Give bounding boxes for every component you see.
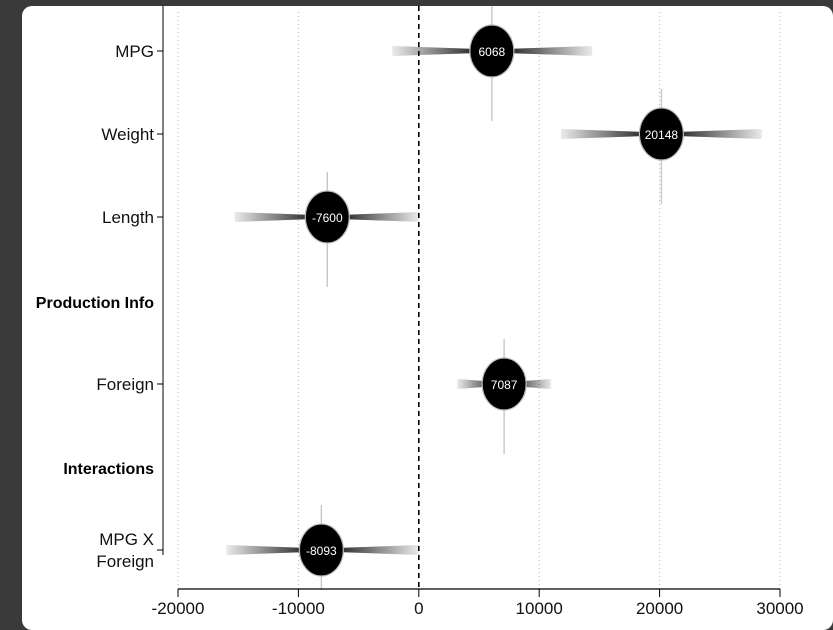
ci-bar-right xyxy=(661,129,762,139)
x-tick-label: -10000 xyxy=(272,599,325,618)
y-tick-label: MPG X Foreign xyxy=(96,530,154,571)
estimate-value-label: 20148 xyxy=(645,128,679,142)
estimate-value-label: -7600 xyxy=(312,211,343,225)
ci-bar-left xyxy=(560,129,662,139)
group-header-label: Interactions xyxy=(63,461,154,478)
ci-bar-right xyxy=(504,379,552,389)
y-tick-label: MPG xyxy=(115,42,154,61)
x-tick-label: 30000 xyxy=(756,599,803,618)
ci-bar-right xyxy=(327,212,419,222)
ci-bar-right xyxy=(491,46,593,56)
estimate-value-label: 7087 xyxy=(491,378,518,392)
y-tick-label: Weight xyxy=(101,125,154,144)
estimate-marker xyxy=(638,107,684,161)
ci-bar-right xyxy=(321,545,419,555)
estimate-marker xyxy=(481,357,527,411)
estimate-marker xyxy=(298,523,344,577)
x-tick-label: 0 xyxy=(414,599,423,618)
estimate-marker xyxy=(304,190,350,244)
ci-bar-left xyxy=(392,46,492,56)
y-tick-label: Length xyxy=(102,208,154,227)
estimate-value-label: 6068 xyxy=(479,45,506,59)
ci-bar-left xyxy=(234,212,328,222)
x-tick-label: 10000 xyxy=(516,599,563,618)
ci-bar-left xyxy=(457,379,505,389)
estimate-value-label: -8093 xyxy=(306,544,337,558)
x-tick-label: -20000 xyxy=(152,599,205,618)
estimate-marker xyxy=(469,24,515,78)
group-header-label: Production Info xyxy=(36,295,154,312)
chart-panel: -20000 -10000 0 10000 20000 30000 MPG 6068 Weigh… xyxy=(22,6,833,630)
x-tick-label: 20000 xyxy=(636,599,683,618)
y-tick-label: Foreign xyxy=(96,375,154,394)
ci-bar-left xyxy=(226,545,322,555)
coefficient-chart: -20000 -10000 0 10000 20000 30000 MPG 6068 Weigh… xyxy=(36,6,804,618)
